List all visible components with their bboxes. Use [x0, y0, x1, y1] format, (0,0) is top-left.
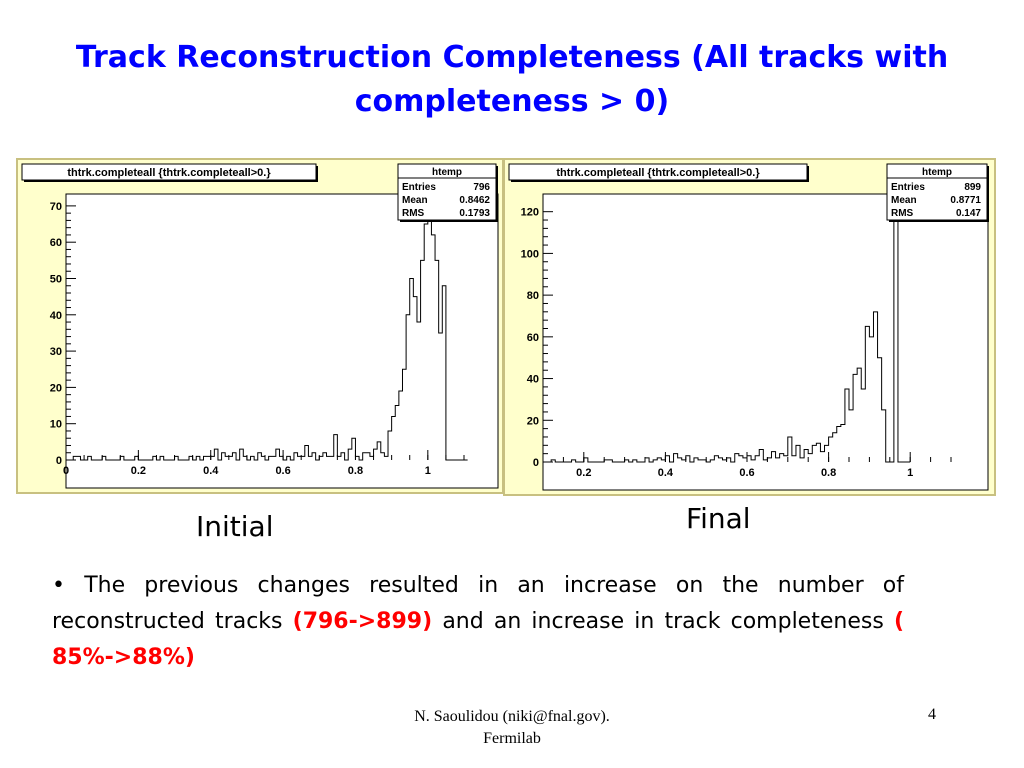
y-tick-label: 40 [50, 310, 62, 322]
stats-value: 0.8462 [459, 195, 490, 206]
y-tick-label: 50 [50, 273, 62, 285]
footer-author: N. Saoulidou (niki@fnal.gov). [414, 708, 610, 725]
footer-institution: Fermilab [483, 730, 541, 747]
stats-label: RMS [891, 208, 914, 219]
y-tick-label: 80 [527, 290, 539, 302]
y-tick-label: 20 [527, 415, 539, 427]
caption-final: Final [686, 502, 751, 535]
y-tick-label: 60 [50, 237, 62, 249]
histogram-line [543, 198, 911, 463]
x-tick-label: 1 [425, 465, 431, 477]
x-tick-label: 0.8 [348, 465, 363, 477]
y-tick-label: 120 [521, 207, 539, 219]
x-tick-label: 0.6 [275, 465, 290, 477]
x-tick-label: 0.8 [821, 467, 836, 479]
bullet-highlight-completeness: ( 85%->88%) [52, 609, 904, 670]
stats-label: RMS [402, 208, 425, 219]
stats-label: Mean [402, 195, 428, 206]
stats-box [886, 163, 988, 221]
stats-value: 899 [964, 182, 981, 193]
histogram-panel-initial: 0 10 20 30 40 50 60 70 0 0.2 0.4 0.6 0.8 1 thtrk.compl… [16, 158, 504, 494]
bullet-highlight-tracks: (796->899) [292, 609, 433, 634]
chart-title: thtrk.completeall {thtrk.completeall>0.} [67, 167, 271, 179]
y-tick-label: 70 [50, 201, 62, 213]
y-tick-label: 0 [56, 455, 62, 467]
slide-title: Track Reconstruction Completeness (All t… [75, 40, 949, 119]
histogram-final: 0 20 40 60 80 100 120 0.2 0.4 0.6 0.8 1 thtrk.comple… [508, 163, 989, 491]
caption-initial: Initial [196, 510, 274, 543]
y-tick-label: 60 [527, 332, 539, 344]
footer: N. Saoulidou (niki@fnal.gov). Fermilab [362, 706, 662, 750]
y-tick-label: 100 [521, 248, 539, 260]
title-box [508, 163, 808, 181]
y-tick-label: 30 [50, 346, 62, 358]
stats-value: 796 [473, 182, 490, 193]
y-tick-label: 0 [533, 457, 539, 469]
x-tick-label: 0.2 [576, 467, 591, 479]
stats-header: htemp [922, 167, 952, 178]
stats-label: Entries [402, 182, 436, 193]
stats-header: htemp [432, 167, 462, 178]
x-tick-label: 0.4 [658, 467, 674, 479]
page-number: 4 [928, 706, 936, 723]
bullet-marker: • [52, 573, 65, 598]
y-tick-label: 40 [527, 374, 539, 386]
plot-frame [65, 193, 499, 489]
stats-value: 0.8771 [950, 195, 981, 206]
x-tick-label: 0.2 [131, 465, 146, 477]
histogram-line [66, 212, 468, 461]
x-tick-label: 0 [63, 465, 69, 477]
y-tick-label: 20 [50, 382, 62, 394]
plot-frame [542, 193, 989, 491]
x-tick-label: 0.4 [203, 465, 219, 477]
stats-value: 0.147 [956, 208, 981, 219]
title-box [21, 163, 317, 181]
histogram-panel-final: 0 20 40 60 80 100 120 0.2 0.4 0.6 0.8 1 thtrk.comple… [503, 158, 996, 496]
chart-title: thtrk.completeall {thtrk.completeall>0.} [556, 167, 760, 179]
bullet-text: • The previous changes resulted in an in… [52, 568, 904, 676]
y-tick-label: 10 [50, 419, 62, 431]
stats-label: Mean [891, 195, 917, 206]
bullet-mid: and an increase in track completeness [432, 609, 894, 634]
stats-box [397, 163, 497, 221]
x-tick-label: 1 [907, 467, 913, 479]
x-tick-label: 0.6 [739, 467, 754, 479]
bullet-pre: The previous changes resulted in an incr… [52, 573, 905, 634]
stats-label: Entries [891, 182, 925, 193]
stats-value: 0.1793 [459, 208, 490, 219]
histogram-initial: 0 10 20 30 40 50 60 70 0 0.2 0.4 0.6 0.8 1 thtrk.compl… [21, 163, 499, 489]
